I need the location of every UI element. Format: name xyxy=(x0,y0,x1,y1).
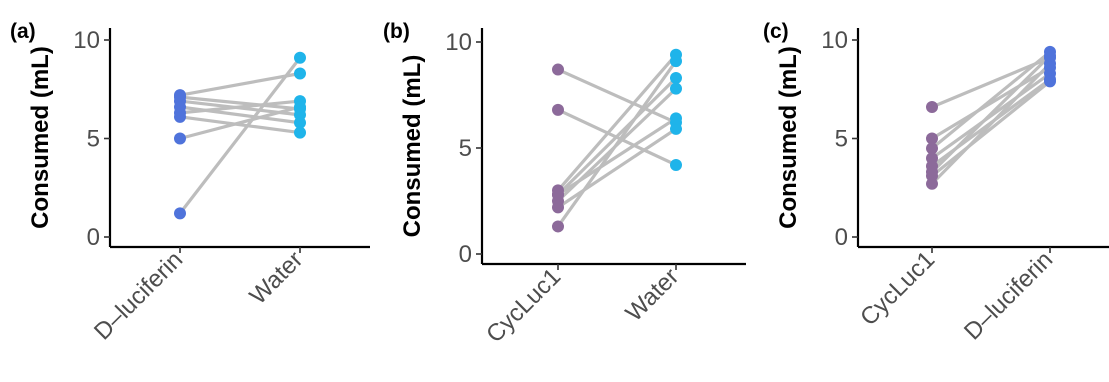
paired-line xyxy=(930,62,1052,185)
panel-label: (a) xyxy=(10,20,36,43)
paired-line xyxy=(930,50,1052,150)
paired-line xyxy=(179,115,301,135)
chart-panel-a: (a) Consumed (mL) 0 5 10 D–luciferin Water xyxy=(10,20,370,345)
paired-line xyxy=(556,76,678,196)
data-point xyxy=(294,100,306,113)
y-axis-label: Consumed (mL) xyxy=(399,55,426,238)
paired-line xyxy=(557,127,677,209)
paired-line xyxy=(931,66,1051,140)
paired-line xyxy=(556,53,678,192)
data-point xyxy=(670,55,682,68)
data-point xyxy=(552,201,564,214)
data-point xyxy=(670,158,682,171)
data-point xyxy=(670,72,682,85)
paired-line xyxy=(179,95,301,111)
paired-line xyxy=(557,68,677,125)
y-tick-label: 5 xyxy=(87,126,100,153)
x-tick-label: D–luciferin xyxy=(959,246,1058,345)
data-point xyxy=(294,126,306,139)
data-point xyxy=(174,207,186,220)
paired-line xyxy=(930,80,1052,178)
data-point xyxy=(670,112,682,125)
data-point xyxy=(926,132,938,145)
data-point xyxy=(174,132,186,145)
x-tick-label: CycLuc1 xyxy=(855,246,940,331)
y-tick-label: 10 xyxy=(821,27,848,54)
data-point xyxy=(552,188,564,201)
data-point xyxy=(926,100,938,113)
y-axis-label: Consumed (mL) xyxy=(27,46,54,229)
data-point xyxy=(1044,75,1056,88)
paired-line xyxy=(179,99,301,115)
data-point xyxy=(926,177,938,190)
data-point xyxy=(552,63,564,76)
paired-line xyxy=(557,116,677,196)
chart-panel-c: (c) Consumed (mL) 0 5 10 CycLuc1 D–luciferin xyxy=(763,20,1109,345)
x-tick-label: CycLuc1 xyxy=(481,263,566,348)
y-axis-label: Consumed (mL) xyxy=(775,46,802,229)
panel-label: (b) xyxy=(383,20,410,43)
data-point xyxy=(552,103,564,116)
data-point xyxy=(294,67,306,80)
y-tick-label: 5 xyxy=(835,126,848,153)
chart-panel-b: (b) Consumed (mL) 0 5 10 CycLuc1 Water xyxy=(383,20,746,348)
y-tick-label: 0 xyxy=(835,224,848,251)
data-point xyxy=(174,110,186,123)
paired-line xyxy=(179,71,301,97)
data-point xyxy=(294,51,306,64)
data-point xyxy=(670,82,682,95)
data-point xyxy=(552,220,564,233)
panel-label: (c) xyxy=(763,20,789,43)
y-tick-label: 5 xyxy=(459,135,472,162)
paired-line xyxy=(179,105,301,141)
data-point xyxy=(174,89,186,102)
data-point xyxy=(294,116,306,129)
y-tick-label: 0 xyxy=(87,224,100,251)
y-tick-label: 10 xyxy=(73,27,100,54)
x-tick-label: D–luciferin xyxy=(89,246,188,345)
data-point xyxy=(670,122,682,135)
data-point xyxy=(1044,49,1056,62)
x-tick-label: Water xyxy=(245,246,309,310)
data-point xyxy=(926,142,938,155)
paired-line xyxy=(178,56,302,215)
paired-line xyxy=(930,54,1052,174)
paired-line xyxy=(556,60,678,228)
x-tick-label: Water xyxy=(621,263,685,327)
y-tick-label: 0 xyxy=(459,241,472,268)
data-point xyxy=(926,165,938,178)
y-tick-label: 10 xyxy=(445,29,472,56)
